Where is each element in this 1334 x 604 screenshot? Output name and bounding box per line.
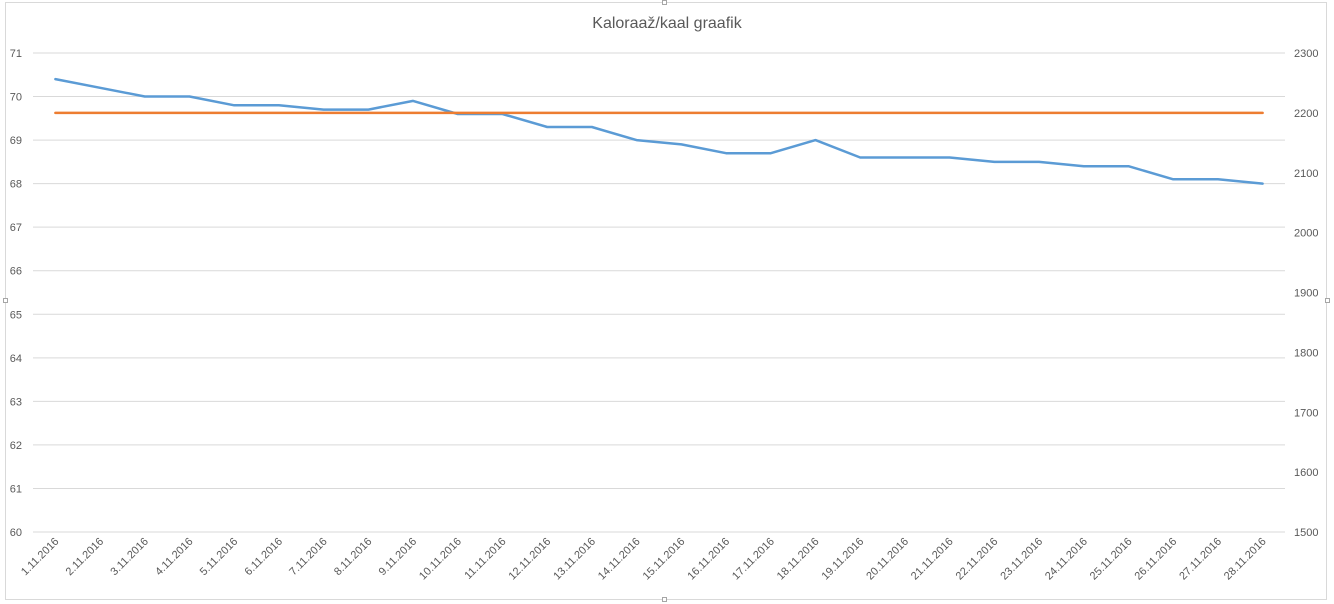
right-axis-tick-label: 2300 xyxy=(1294,48,1318,60)
x-axis: 1.11.2016 2.11.2016 3.11.2016 4.11.2016 5.11… xyxy=(19,536,1269,583)
left-axis-tick-label: 67 xyxy=(10,222,22,234)
right-axis-tick-label: 1500 xyxy=(1294,527,1318,539)
chart-title: Kaloraaž/kaal graafik xyxy=(592,15,742,32)
resize-handle-left[interactable] xyxy=(3,298,8,303)
left-axis-tick-label: 71 xyxy=(10,48,22,60)
resize-handle-right[interactable] xyxy=(1325,298,1330,303)
x-axis-tick-label: 20.11.2016 xyxy=(864,536,911,583)
x-axis-tick-label: 8.11.2016 xyxy=(332,536,375,579)
x-axis-tick-label: 25.11.2016 xyxy=(1088,536,1135,583)
left-axis-tick-label: 62 xyxy=(10,440,22,452)
series-line-1 xyxy=(54,77,1264,185)
chart-area xyxy=(5,2,1327,600)
left-axis-tick-label: 63 xyxy=(10,396,22,408)
right-axis-tick-label: 1900 xyxy=(1294,288,1318,300)
x-axis-tick-label: 28.11.2016 xyxy=(1222,536,1269,583)
x-axis-tick-label: 2.11.2016 xyxy=(64,536,107,579)
x-axis-tick-label: 3.11.2016 xyxy=(108,536,151,579)
x-axis-tick-label: 14.11.2016 xyxy=(596,536,643,583)
x-axis-tick-label: 22.11.2016 xyxy=(954,536,1001,583)
x-axis-tick-label: 23.11.2016 xyxy=(998,536,1045,583)
left-axis-tick-label: 69 xyxy=(10,135,22,147)
x-axis-tick-label: 10.11.2016 xyxy=(417,536,464,583)
right-axis-tick-label: 2000 xyxy=(1294,228,1318,240)
x-axis-tick-label: 15.11.2016 xyxy=(641,536,688,583)
gridlines xyxy=(33,52,1285,533)
right-axis-tick-label: 1600 xyxy=(1294,467,1318,479)
x-axis-tick-label: 27.11.2016 xyxy=(1177,536,1224,583)
series-lines xyxy=(54,77,1264,185)
x-axis-tick-label: 9.11.2016 xyxy=(377,536,420,579)
x-axis-tick-label: 12.11.2016 xyxy=(506,536,553,583)
resize-handle-bottom[interactable] xyxy=(662,597,667,602)
left-axis-tick-label: 68 xyxy=(10,179,22,191)
right-y-axis: 1500 1600 1700 1800 1900 2000 2100 2200 2300 xyxy=(1294,48,1318,539)
left-y-axis: 60 61 62 63 64 65 66 67 68 69 70 71 xyxy=(10,48,22,539)
resize-handle-top[interactable] xyxy=(662,0,667,5)
left-axis-tick-label: 66 xyxy=(10,266,22,278)
x-axis-tick-label: 1.11.2016 xyxy=(19,536,62,579)
x-axis-tick-label: 7.11.2016 xyxy=(287,536,330,579)
x-axis-tick-label: 26.11.2016 xyxy=(1132,536,1179,583)
left-axis-tick-label: 60 xyxy=(10,527,22,539)
left-axis-tick-label: 70 xyxy=(10,92,22,104)
x-axis-tick-label: 11.11.2016 xyxy=(462,536,508,582)
right-axis-tick-label: 2100 xyxy=(1294,168,1318,180)
x-axis-tick-label: 4.11.2016 xyxy=(153,536,196,579)
x-axis-tick-label: 17.11.2016 xyxy=(730,536,777,583)
left-axis-tick-label: 64 xyxy=(10,353,22,365)
x-axis-tick-label: 5.11.2016 xyxy=(198,536,241,579)
x-axis-tick-label: 21.11.2016 xyxy=(909,536,956,583)
x-axis-tick-label: 18.11.2016 xyxy=(775,536,822,583)
right-axis-tick-label: 2200 xyxy=(1294,108,1318,120)
left-axis-tick-label: 65 xyxy=(10,309,22,321)
x-axis-tick-label: 13.11.2016 xyxy=(551,536,598,583)
right-axis-tick-label: 1700 xyxy=(1294,407,1318,419)
x-axis-tick-label: 24.11.2016 xyxy=(1043,536,1090,583)
right-axis-tick-label: 1800 xyxy=(1294,347,1318,359)
left-axis-tick-label: 61 xyxy=(10,483,22,495)
x-axis-tick-label: 19.11.2016 xyxy=(819,536,866,583)
x-axis-tick-label: 16.11.2016 xyxy=(685,536,732,583)
x-axis-tick-label: 6.11.2016 xyxy=(243,536,286,579)
